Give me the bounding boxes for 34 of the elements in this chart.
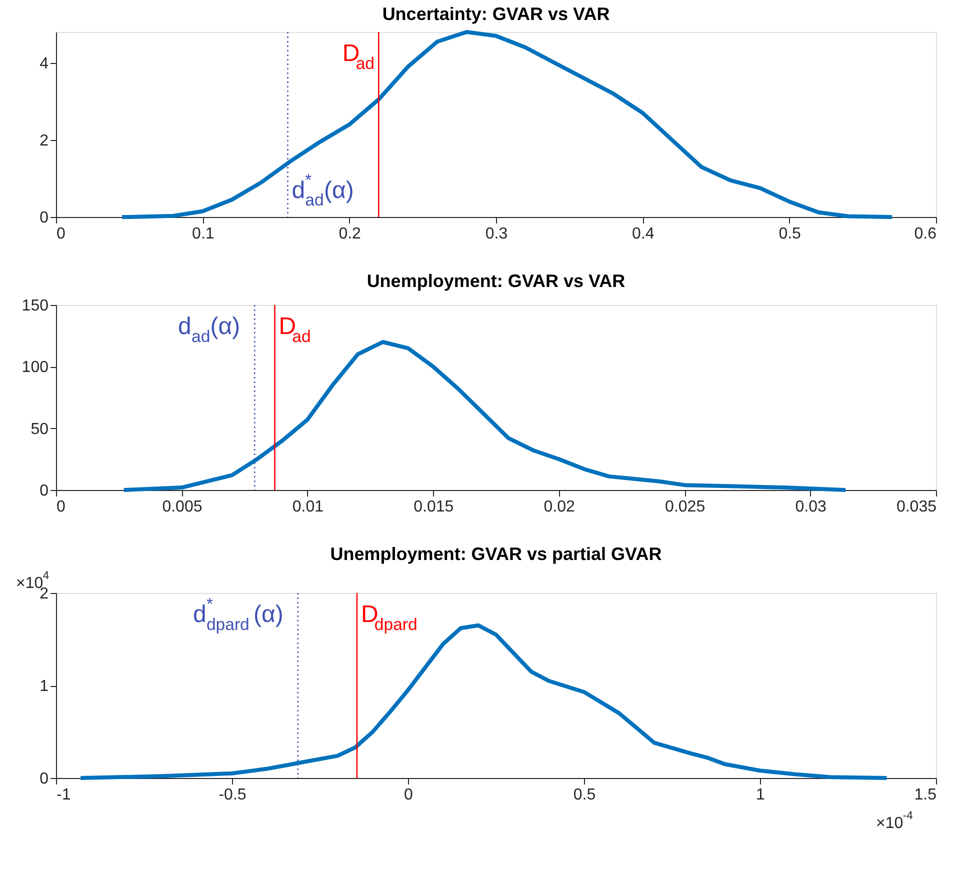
x-tick-label: 0.01	[292, 498, 324, 516]
y-tick-label: 2	[40, 132, 49, 150]
line-series	[120, 30, 894, 219]
x-tick-label: 0.1	[192, 226, 214, 242]
x-tick-label: 0.035	[896, 498, 937, 516]
y-tick-label: 100	[22, 359, 49, 376]
x-tick-label: 0	[56, 498, 66, 516]
chart-title: Unemployment: GVAR vs VAR	[366, 271, 626, 291]
x-tick-label: 0.4	[632, 226, 654, 242]
y-tick-label: 150	[22, 298, 49, 314]
y-tick-label: 1	[40, 678, 49, 695]
y-tick-label: 0	[40, 482, 49, 500]
x-tick-label: 0.5	[573, 786, 596, 804]
x-tick-label: 0.015	[414, 498, 454, 516]
x-tick-label: 0.6	[914, 226, 937, 242]
y-tick-label: 0	[40, 210, 49, 226]
x-tick-label: 0	[56, 226, 66, 242]
chart-title: Unemployment: GVAR vs partial GVAR	[330, 544, 662, 564]
chart-title: Uncertainty: GVAR vs VAR	[382, 4, 610, 24]
y-tick-label: 4	[40, 55, 49, 72]
y-tick-label: 0	[40, 770, 49, 788]
x-tick-label: 0.02	[544, 498, 576, 516]
x-tick-label: 1	[756, 786, 766, 804]
x-tick-label: 0.2	[338, 226, 362, 242]
x-tick-label: 0.3	[485, 226, 508, 242]
x-tick-label: 0.025	[665, 498, 706, 516]
x-tick-label: 0.03	[795, 498, 826, 516]
x-tick-label: 0.005	[162, 498, 202, 516]
y-tick-label: 50	[30, 420, 49, 438]
x-tick-label: 0	[404, 786, 414, 804]
x-tick-label: -1	[56, 786, 71, 804]
x-tick-label: 0.5	[778, 226, 802, 242]
x-tick-label: -0.5	[218, 786, 246, 804]
x-tick-label: 1.5	[914, 786, 937, 804]
